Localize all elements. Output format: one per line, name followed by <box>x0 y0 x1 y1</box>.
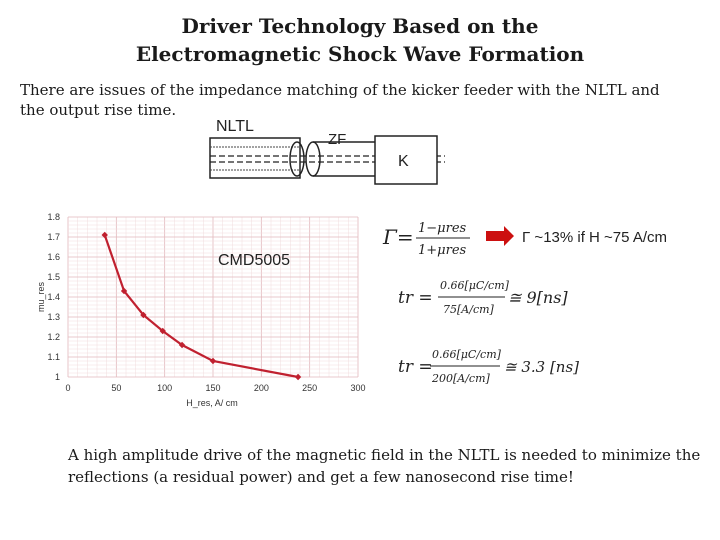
eq-gamma-lhs: Γ= <box>382 225 414 249</box>
gamma-result-text: Γ ~13% if H ~75 A/cm <box>522 229 667 246</box>
x-tick-label: 150 <box>205 383 220 393</box>
y-tick-label: 1.6 <box>47 252 60 262</box>
eq-gamma-num: 1−μres <box>418 221 467 236</box>
eq-rise-75-num: 0.66[μC/cm] <box>440 279 510 292</box>
data-point <box>140 311 147 319</box>
x-axis-label: H_res, A/ cm <box>186 398 238 408</box>
eq-rise-75-lhs: tr = <box>398 288 433 308</box>
x-tick-label: 100 <box>157 383 172 393</box>
title-line-1: Driver Technology Based on the <box>181 14 539 38</box>
y-tick-label: 1.2 <box>47 332 60 342</box>
x-tick-label: 300 <box>350 383 365 393</box>
eq-gamma-den: 1+μres <box>418 243 467 258</box>
title-line-2: Electromagnetic Shock Wave Formation <box>135 42 585 66</box>
y-tick-label: 1.4 <box>47 292 60 302</box>
eq-rise-75-den: 75[A/cm] <box>443 303 495 316</box>
y-tick-label: 1 <box>55 372 60 382</box>
data-point <box>159 327 166 335</box>
x-tick-label: 200 <box>254 383 269 393</box>
intro-text: There are issues of the impedance matchi… <box>20 81 660 119</box>
x-tick-label: 0 <box>65 383 70 393</box>
data-point <box>178 341 186 349</box>
series-label-cmd5005: CMD5005 <box>218 252 290 269</box>
eq-rise-200-lhs: tr = <box>398 357 433 377</box>
eq-rise-75-rhs: ≅ 9[ns] <box>508 288 568 307</box>
y-tick-label: 1.7 <box>47 232 60 242</box>
y-tick-label: 1.8 <box>47 212 60 222</box>
y-axis-label: mu_res <box>36 281 46 312</box>
data-point <box>101 231 108 239</box>
slide-title: Driver Technology Based on the Electroma… <box>0 12 720 68</box>
eq-rise-200-rhs: ≅ 3.3 [ns] <box>504 358 579 376</box>
data-point <box>209 357 217 365</box>
y-tick-label: 1.3 <box>47 312 60 322</box>
x-tick-label: 250 <box>302 383 317 393</box>
y-tick-label: 1.1 <box>47 352 60 362</box>
eq-rise-200-den: 200[A/cm] <box>431 372 491 385</box>
data-point <box>294 373 302 381</box>
eq-rise-200-num: 0.66[μC/cm] <box>432 348 502 361</box>
data-point <box>120 287 128 295</box>
result-arrow <box>486 226 514 246</box>
x-tick-label: 50 <box>111 383 121 393</box>
conclusion-text: A high amplitude drive of the magnetic f… <box>68 446 701 486</box>
y-tick-label: 1.5 <box>47 272 60 282</box>
